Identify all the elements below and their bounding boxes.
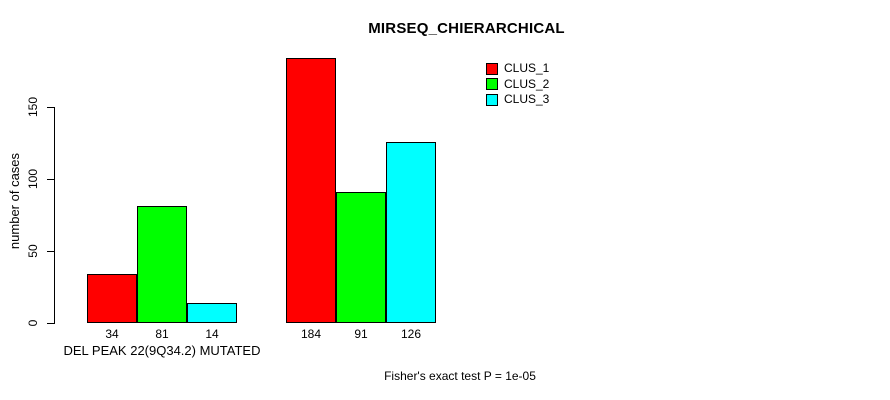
bar-value-label: 126 bbox=[400, 327, 422, 341]
legend-item-clus_2: CLUS_2 bbox=[486, 76, 550, 91]
chart-title: MIRSEQ_CHIERARCHICAL bbox=[368, 20, 565, 37]
bar-group1-clus_2 bbox=[137, 206, 187, 323]
bar-group1-clus_3 bbox=[187, 303, 237, 323]
bar-group2-clus_1 bbox=[286, 58, 336, 323]
legend-label: CLUS_3 bbox=[504, 92, 550, 106]
y-tick-label-50: 50 bbox=[26, 244, 40, 258]
bar-value-label: 91 bbox=[354, 327, 368, 341]
legend-item-clus_3: CLUS_3 bbox=[486, 93, 549, 106]
bar-value-label: 34 bbox=[105, 327, 119, 341]
bar-value-label: 81 bbox=[155, 327, 169, 341]
y-axis-label: number of cases bbox=[7, 152, 22, 250]
pvalue-annotation: Fisher's exact test P = 1e-05 bbox=[384, 369, 536, 383]
legend-item-clus_1: CLUS_1 bbox=[486, 62, 549, 75]
bar-group1-clus_1 bbox=[87, 274, 137, 323]
y-tick-mark-150 bbox=[47, 107, 54, 108]
y-tick-mark-0 bbox=[47, 323, 54, 324]
legend-label: CLUS_2 bbox=[504, 76, 550, 91]
bar-group2-clus_3 bbox=[386, 142, 436, 323]
y-tick-label-0: 0 bbox=[26, 319, 40, 327]
x-axis-group-label: DEL PEAK 22(9Q34.2) MUTATED bbox=[63, 343, 261, 358]
legend-swatch-icon bbox=[486, 78, 498, 90]
bar-group2-clus_2 bbox=[336, 192, 386, 323]
bar-value-label: 184 bbox=[300, 327, 322, 341]
y-tick-label-150: 150 bbox=[26, 96, 40, 118]
y-axis-line bbox=[54, 107, 55, 324]
bar-value-label: 14 bbox=[205, 327, 219, 341]
legend-label: CLUS_1 bbox=[504, 61, 550, 75]
legend-swatch-icon bbox=[486, 93, 498, 106]
legend-swatch-icon bbox=[486, 62, 498, 75]
y-tick-label-100: 100 bbox=[26, 168, 40, 190]
y-tick-mark-100 bbox=[47, 179, 54, 180]
y-tick-mark-50 bbox=[47, 251, 54, 252]
